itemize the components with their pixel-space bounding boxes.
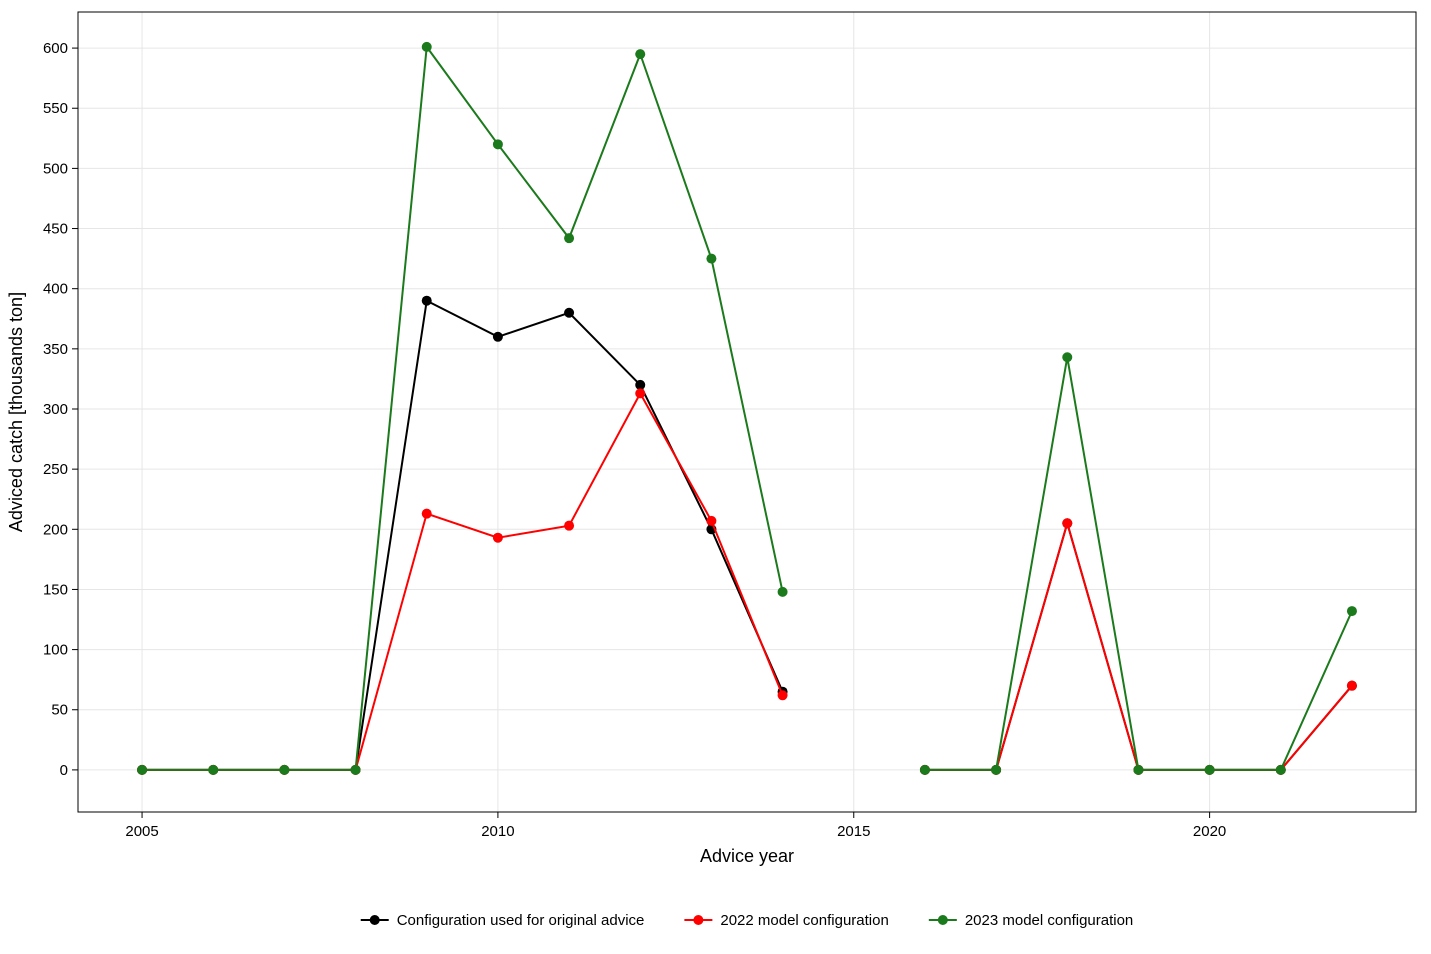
series-point	[991, 765, 1001, 775]
y-tick-label: 450	[43, 221, 68, 238]
x-tick-label: 2015	[837, 823, 870, 840]
series-point	[564, 521, 574, 531]
y-axis-title: Adviced catch [thousands ton]	[6, 292, 26, 532]
series-point	[635, 49, 645, 59]
series-point	[635, 388, 645, 398]
y-tick-label: 250	[43, 461, 68, 478]
series-point	[1347, 681, 1357, 691]
legend-point-icon	[938, 915, 948, 925]
y-tick-label: 600	[43, 40, 68, 57]
chart-background	[0, 0, 1431, 954]
series-point	[564, 233, 574, 243]
series-point	[1276, 765, 1286, 775]
series-point	[493, 139, 503, 149]
x-tick-label: 2005	[125, 823, 158, 840]
series-point	[422, 509, 432, 519]
series-point	[422, 42, 432, 52]
y-tick-label: 50	[51, 702, 68, 719]
series-point	[920, 765, 930, 775]
series-point	[493, 533, 503, 543]
y-tick-label: 550	[43, 100, 68, 117]
y-tick-label: 300	[43, 401, 68, 418]
legend: Configuration used for original advice 20…	[361, 912, 1134, 929]
series-point	[279, 765, 289, 775]
series-point	[778, 587, 788, 597]
legend-label: 2022 model configuration	[720, 912, 888, 929]
y-tick-label: 150	[43, 581, 68, 598]
x-axis-title: Advice year	[700, 846, 794, 866]
series-point	[137, 765, 147, 775]
series-point	[1062, 518, 1072, 528]
series-point	[1347, 606, 1357, 616]
series-point	[564, 308, 574, 318]
series-point	[706, 516, 716, 526]
legend-point-icon	[693, 915, 703, 925]
x-tick-label: 2020	[1193, 823, 1226, 840]
series-point	[1205, 765, 1215, 775]
line-chart: 2005 2010 2015 2020 0 50 100 150 200 250 300 350 400…	[0, 0, 1431, 954]
x-tick-label: 2010	[481, 823, 514, 840]
legend-item: Configuration used for original advice	[361, 912, 645, 929]
legend-point-icon	[370, 915, 380, 925]
y-tick-label: 500	[43, 160, 68, 177]
series-point	[493, 332, 503, 342]
series-point	[422, 296, 432, 306]
series-point	[778, 690, 788, 700]
chart-container: 2005 2010 2015 2020 0 50 100 150 200 250 300 350 400…	[0, 0, 1431, 954]
legend-label: 2023 model configuration	[965, 912, 1133, 929]
y-tick-label: 0	[60, 762, 68, 779]
series-point	[1062, 352, 1072, 362]
y-tick-label: 200	[43, 521, 68, 538]
series-point	[208, 765, 218, 775]
y-tick-label: 350	[43, 341, 68, 358]
y-tick-label: 400	[43, 281, 68, 298]
series-point	[351, 765, 361, 775]
series-point	[1133, 765, 1143, 775]
legend-label: Configuration used for original advice	[397, 912, 645, 929]
y-tick-label: 100	[43, 642, 68, 659]
series-point	[706, 254, 716, 264]
